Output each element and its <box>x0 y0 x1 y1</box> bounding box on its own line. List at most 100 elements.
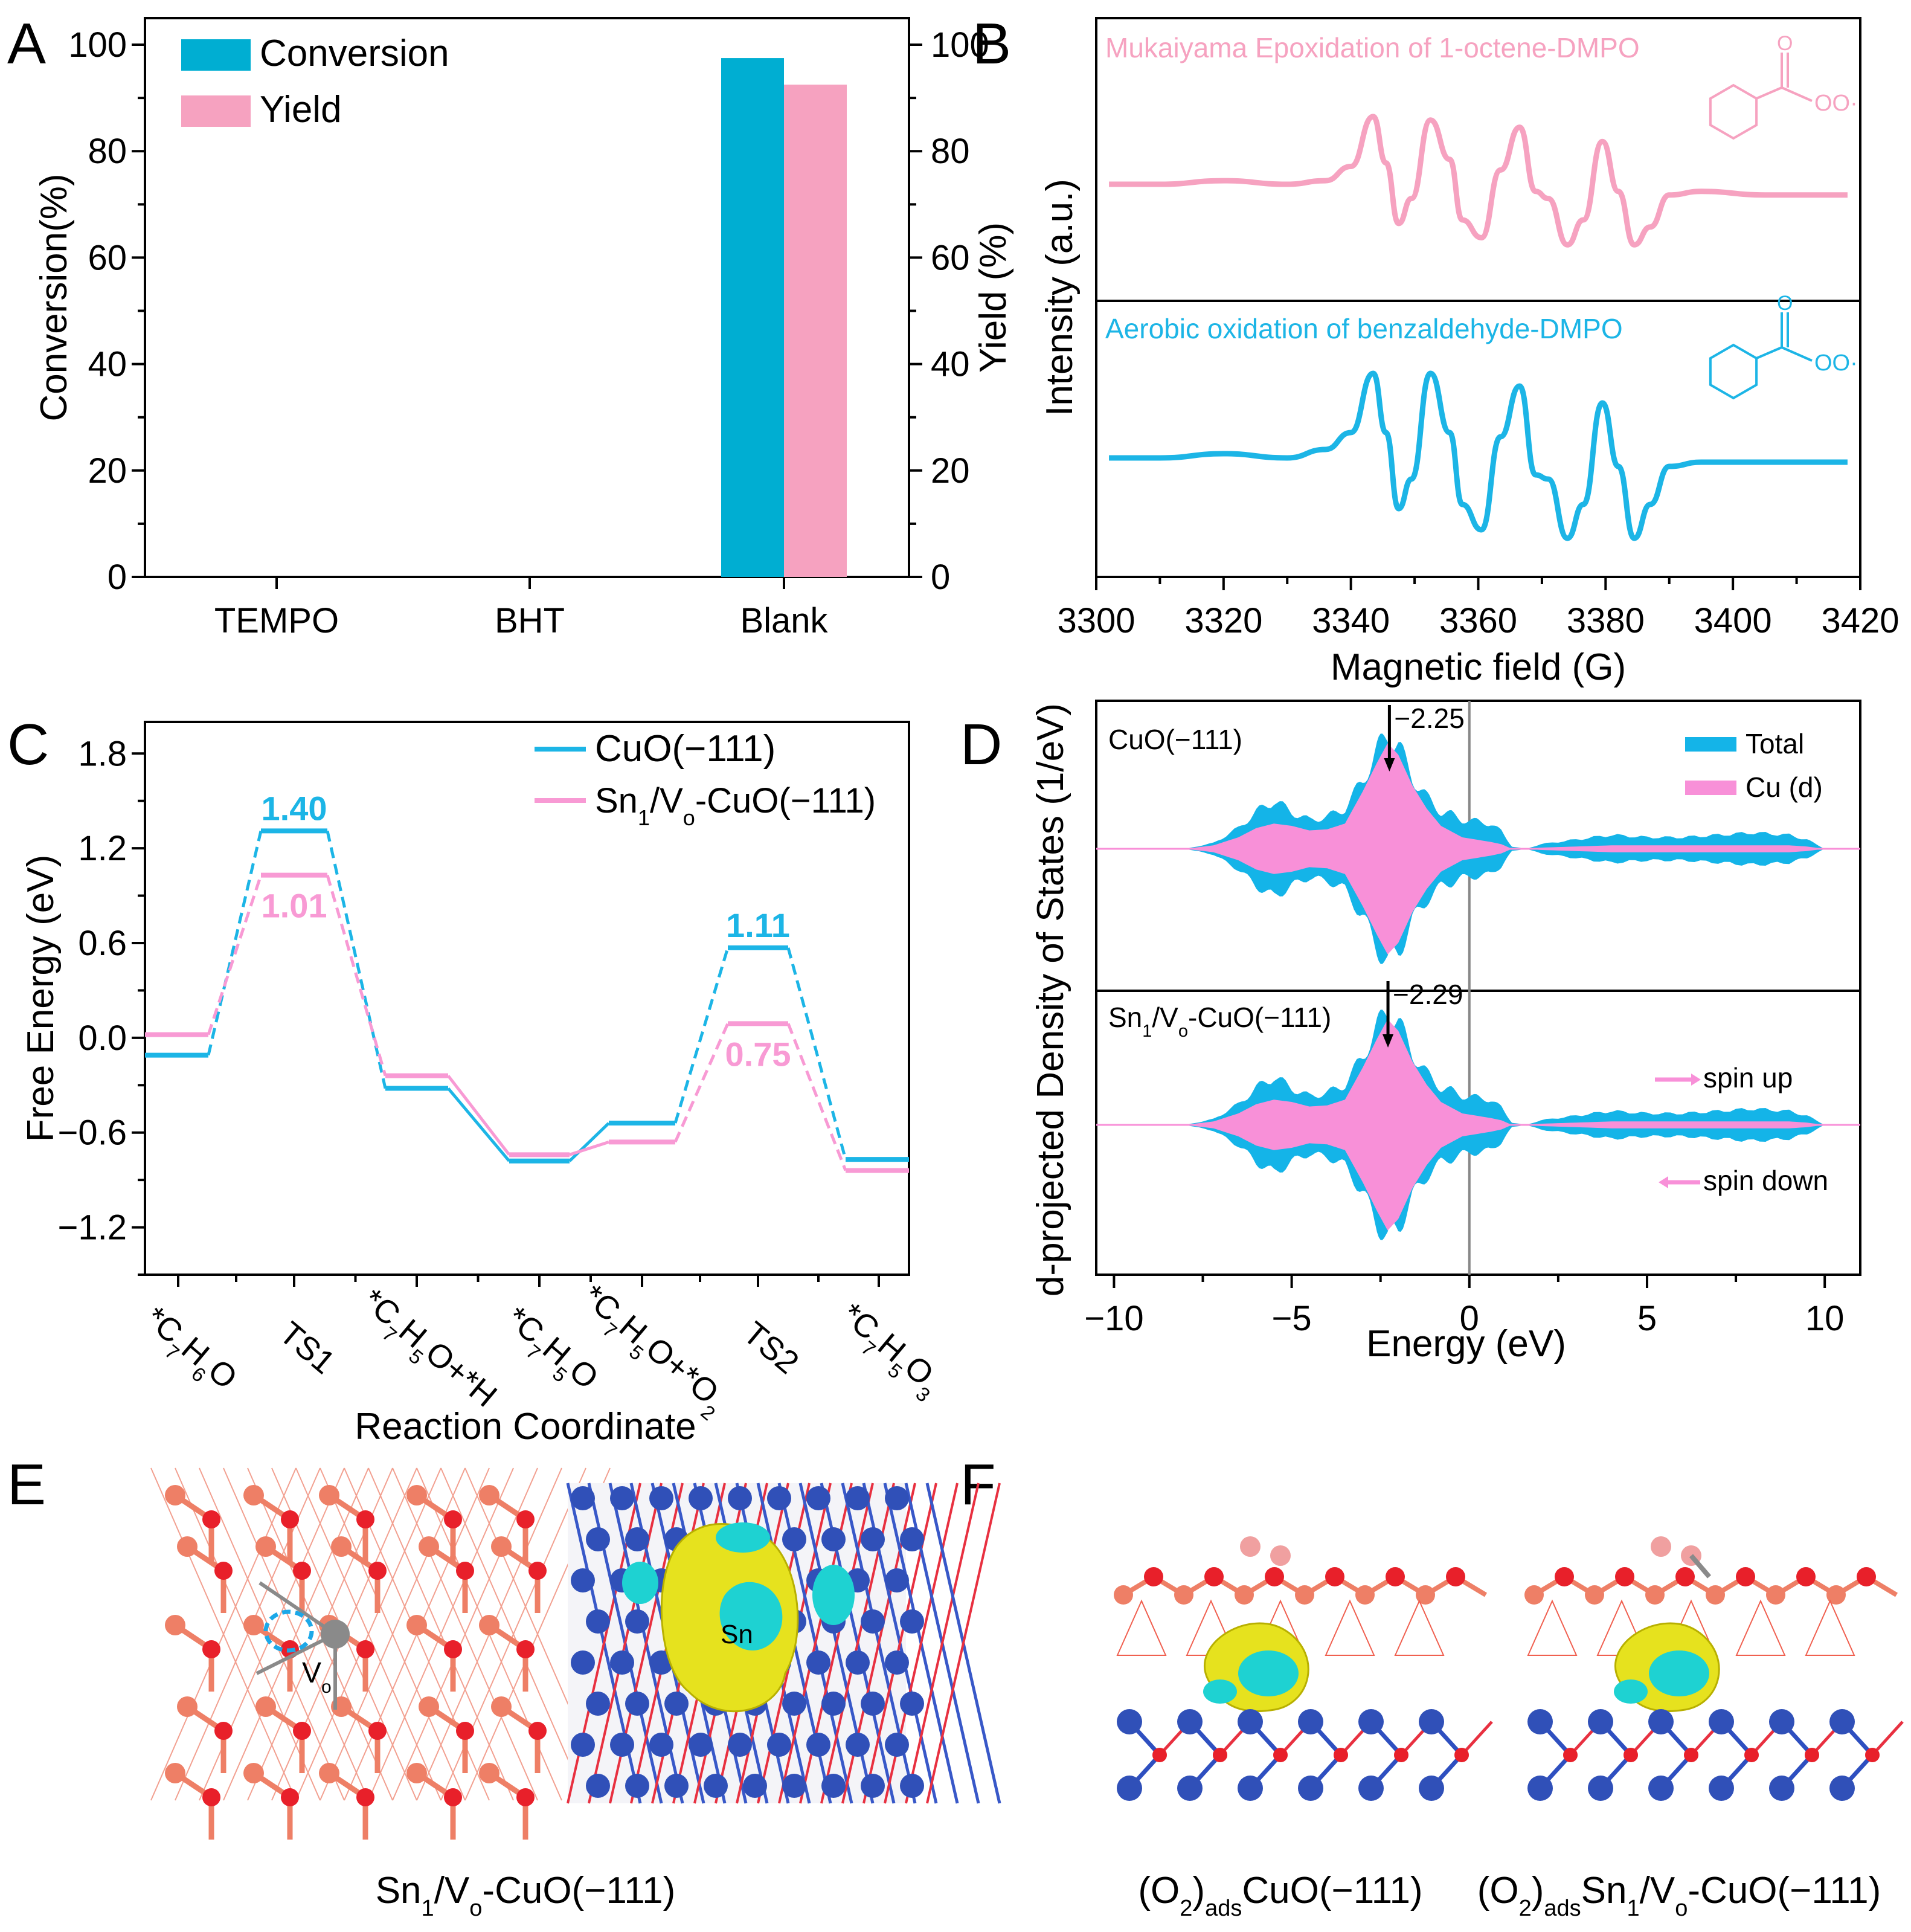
spin-down-arrowhead <box>1659 1176 1668 1188</box>
cu-atom <box>610 1486 634 1510</box>
x-category-label-part: *C <box>576 1278 628 1329</box>
barrier-label: 0.75 <box>725 1035 791 1073</box>
cu-atom <box>767 1486 791 1510</box>
annotation-bottom: Aerobic oxidation of benzaldehyde-DMPO <box>1105 313 1623 344</box>
o-atom <box>368 1562 387 1580</box>
o-atom <box>1744 1748 1759 1762</box>
panel-d-label-bottom-part: /V <box>1152 1002 1178 1033</box>
isosurface-cyan <box>1614 1679 1648 1704</box>
cu-atom <box>689 1733 713 1757</box>
y-tick-label: 1.8 <box>78 734 127 773</box>
o-atom <box>1394 1748 1408 1762</box>
cu-atom <box>1238 1709 1263 1734</box>
spin-up-arrowhead <box>1691 1074 1701 1086</box>
y-axis-label: d-projected Density of States (1/eV) <box>1030 703 1071 1296</box>
o-atom <box>456 1562 474 1580</box>
panel-a-bar-chart: 0 0 20 20 40 40 60 60 80 80 100 100 TEMPO BHT Blank Con… <box>33 17 1014 640</box>
panel-c-free-energy: −1.2−0.60.00.61.21.8*C7H6O TS1*C7H5O+*H*C… <box>20 721 948 1447</box>
panel-d-label-bottom-part: 1 <box>1142 1022 1152 1041</box>
cu-atom <box>1588 1709 1613 1734</box>
o-atom <box>1454 1748 1469 1762</box>
cu-atom <box>571 1486 595 1510</box>
benzene-ring <box>1709 83 1758 140</box>
x-category-label-part: H <box>612 1308 654 1351</box>
cu-atom <box>1117 1776 1142 1801</box>
structure-caption-f1-part: (O <box>1138 1870 1180 1911</box>
cu-atom <box>479 1485 499 1505</box>
y2-tick-label: 100 <box>931 25 989 65</box>
lattice-line <box>1527 1599 1578 1656</box>
cu-atom <box>586 1609 610 1634</box>
y2-tick-label: 40 <box>931 345 970 384</box>
cu-atom <box>1524 1585 1544 1605</box>
adsorbed-o-atom <box>1240 1536 1261 1557</box>
cu-atom <box>479 1615 499 1635</box>
o-atom <box>1624 1748 1638 1762</box>
x-tick-label: 3420 <box>1821 601 1899 640</box>
cu-atom <box>406 1485 427 1505</box>
legend-swatch <box>181 39 251 71</box>
cu-atom <box>821 1692 846 1716</box>
legend-label: CuO(−111) <box>595 728 776 770</box>
cu-atom <box>243 1615 264 1635</box>
legend-swatch <box>1685 781 1736 795</box>
cu-atom <box>821 1774 846 1798</box>
panel-letter-e: E <box>7 1452 46 1517</box>
structure-caption-e-part: /V <box>434 1870 470 1911</box>
cu-atom <box>782 1692 806 1716</box>
annotation-top: Mukaiyama Epoxidation of 1-octene-DMPO <box>1105 32 1640 63</box>
x-category-label-part: TS2 <box>736 1315 805 1381</box>
epr-spectrum-line <box>1109 114 1848 248</box>
y-tick-label: −1.2 <box>58 1208 127 1248</box>
x-tick-label: 10 <box>1805 1299 1845 1338</box>
isosurface-cyan <box>1238 1650 1299 1696</box>
y-axis-label: Free Energy (eV) <box>20 855 62 1142</box>
cu-atom <box>406 1763 427 1783</box>
o-atom <box>528 1562 547 1580</box>
y2-axis-label: Yield (%) <box>972 222 1014 373</box>
structure-top-view: Vo <box>150 1467 611 1840</box>
x-tick-label: 3340 <box>1312 601 1390 640</box>
legend-label: Sn1/Vo-CuO(−111) <box>595 781 876 830</box>
o-atom <box>1555 1567 1574 1586</box>
y-tick-label: 20 <box>88 451 127 491</box>
x-axis-label: Energy (eV) <box>1366 1323 1566 1365</box>
o-atom <box>1446 1567 1465 1586</box>
bond <box>1756 86 1782 100</box>
cu-atom <box>625 1609 649 1634</box>
cu-atom <box>1295 1585 1314 1605</box>
o-atom <box>1273 1748 1288 1762</box>
panel-letter-c: C <box>7 712 49 777</box>
x-category-label: *C7H5O3 <box>829 1296 948 1406</box>
o-atom <box>456 1722 474 1740</box>
o-atom <box>1204 1567 1224 1586</box>
structure-caption-f2-part: ) <box>1532 1870 1544 1911</box>
cu-atom <box>243 1763 264 1783</box>
y2-tick-label: 0 <box>931 558 950 597</box>
cu-atom <box>1416 1585 1435 1605</box>
cu-atom <box>491 1696 512 1717</box>
structure-caption-f1-part: ads <box>1205 1896 1242 1921</box>
cu-atom <box>861 1527 885 1551</box>
vacancy-label: Vo <box>302 1657 332 1697</box>
y2-tick-label: 20 <box>931 451 970 491</box>
barrier-label: 1.01 <box>262 887 327 925</box>
lattice-line <box>588 1483 663 1804</box>
o-atom <box>1265 1567 1284 1586</box>
transition-connector <box>568 1122 610 1162</box>
structure-caption-f2-part: (O <box>1477 1870 1519 1911</box>
bond <box>1781 86 1813 102</box>
structure-caption-f1-part: CuO(−111) <box>1242 1870 1422 1911</box>
panel-letter-b: B <box>972 11 1011 76</box>
bar-yield <box>784 85 847 578</box>
cu-atom <box>165 1485 185 1505</box>
cu-atom <box>255 1536 276 1557</box>
o-atom <box>356 1510 374 1528</box>
legend-label-part: 1 <box>638 805 650 830</box>
cu-atom <box>1358 1776 1384 1801</box>
sn-bond <box>259 1581 336 1636</box>
cu-atom <box>1709 1776 1734 1801</box>
cu-atom <box>885 1486 909 1510</box>
x-category-label-part: O <box>898 1348 940 1393</box>
